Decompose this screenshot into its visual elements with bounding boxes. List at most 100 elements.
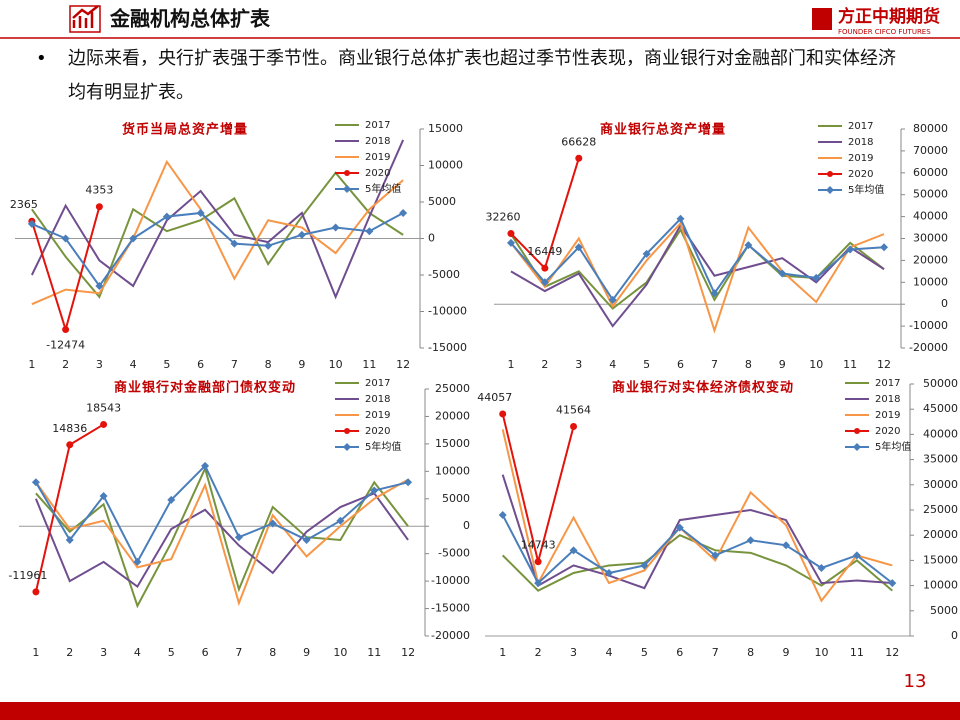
point: [534, 558, 542, 566]
chart-title: 货币当局总资产增量: [122, 122, 248, 138]
legend-label: 2019: [848, 153, 873, 164]
x-tick-label: 12: [401, 646, 415, 659]
point: [880, 243, 889, 252]
y-tick-label: 10000: [913, 275, 948, 288]
point: [782, 541, 791, 550]
data-label: 44057: [477, 391, 512, 404]
point: [196, 208, 205, 217]
x-tick-label: 10: [809, 358, 823, 371]
point: [498, 511, 507, 520]
y-tick-label: 50000: [913, 188, 948, 201]
legend-marker: [827, 171, 833, 177]
y-tick-label: 5000: [442, 492, 470, 505]
chart-title: 商业银行对金融部门债权变动: [114, 380, 296, 396]
point: [302, 535, 311, 544]
legend-label: 5年均值: [365, 182, 401, 195]
x-tick-label: 5: [163, 358, 170, 371]
legend-label: 2017: [848, 121, 873, 132]
y-tick-label: 40000: [913, 210, 948, 223]
data-label: 14836: [52, 422, 87, 435]
x-tick-label: 12: [885, 646, 899, 659]
y-tick-label: -10000: [431, 574, 470, 587]
point: [675, 523, 684, 532]
y-tick-label: 10000: [435, 464, 470, 477]
point: [297, 230, 306, 239]
y-tick-label: 30000: [923, 478, 958, 491]
point: [27, 219, 36, 228]
x-tick-label: 8: [269, 646, 276, 659]
x-tick-label: 7: [712, 646, 719, 659]
x-tick-label: 4: [609, 358, 616, 371]
point: [167, 495, 176, 504]
header-title: 金融机构总体扩表: [109, 7, 271, 31]
x-tick-label: 4: [605, 646, 612, 659]
legend-marker: [826, 186, 834, 194]
point: [95, 281, 104, 290]
point: [608, 295, 617, 304]
point: [569, 546, 578, 555]
legend-label: 2019: [365, 152, 390, 163]
x-tick-label: 3: [575, 358, 582, 371]
x-tick-label: 9: [303, 646, 310, 659]
x-tick-label: 10: [333, 646, 347, 659]
legend-marker: [343, 443, 351, 451]
point: [541, 264, 549, 272]
x-tick-label: 6: [676, 646, 683, 659]
point: [499, 410, 507, 418]
data-label: 4353: [85, 184, 113, 197]
series-line: [501, 429, 893, 603]
point: [62, 326, 70, 334]
point: [201, 461, 210, 470]
series-line: [510, 223, 885, 328]
legend-label: 2017: [875, 378, 900, 389]
point: [604, 569, 613, 577]
y-tick-label: 10000: [923, 579, 958, 592]
y-tick-label: -20000: [909, 341, 948, 354]
legend-label: 2017: [365, 378, 390, 389]
series-line: [35, 464, 409, 565]
legend-label: 2018: [365, 136, 390, 147]
point: [846, 245, 855, 254]
point: [676, 214, 685, 223]
x-tick-label: 12: [877, 358, 891, 371]
x-tick-label: 9: [298, 358, 305, 371]
series-line: [31, 211, 404, 288]
point: [575, 154, 583, 162]
y-tick-label: 45000: [923, 402, 958, 415]
legend-label: 2019: [365, 410, 390, 421]
x-tick-label: 11: [850, 646, 864, 659]
point: [534, 579, 543, 588]
x-tick-label: 7: [235, 646, 242, 659]
point: [778, 269, 787, 278]
y-tick-label: -10000: [428, 305, 467, 318]
y-tick-label: 35000: [923, 453, 958, 466]
title-icon-bars: [72, 5, 99, 28]
point: [100, 420, 108, 428]
y-tick-label: -15000: [431, 602, 470, 615]
x-tick-label: 5: [168, 646, 175, 659]
legend-marker: [343, 185, 351, 193]
point: [540, 278, 549, 287]
data-label: 41564: [556, 404, 591, 417]
y-tick-label: 40000: [923, 427, 958, 440]
legend-label: 2020: [365, 168, 390, 179]
point: [370, 486, 379, 495]
footer-bar: [0, 702, 960, 720]
data-label: -12474: [46, 339, 85, 352]
x-tick-label: 1: [28, 358, 35, 371]
point: [812, 273, 821, 282]
series-line: [34, 492, 409, 589]
y-tick-label: 25000: [923, 503, 958, 516]
y-tick-label: 0: [951, 629, 958, 642]
point: [336, 516, 345, 525]
y-tick-label: 20000: [435, 409, 470, 422]
legend-marker: [344, 428, 350, 434]
y-tick-label: -15000: [428, 341, 467, 354]
point: [268, 519, 277, 528]
y-tick-label: -20000: [431, 629, 470, 642]
x-tick-label: 12: [396, 358, 410, 371]
data-label: 18543: [86, 401, 121, 414]
legend-label: 5年均值: [848, 183, 884, 196]
